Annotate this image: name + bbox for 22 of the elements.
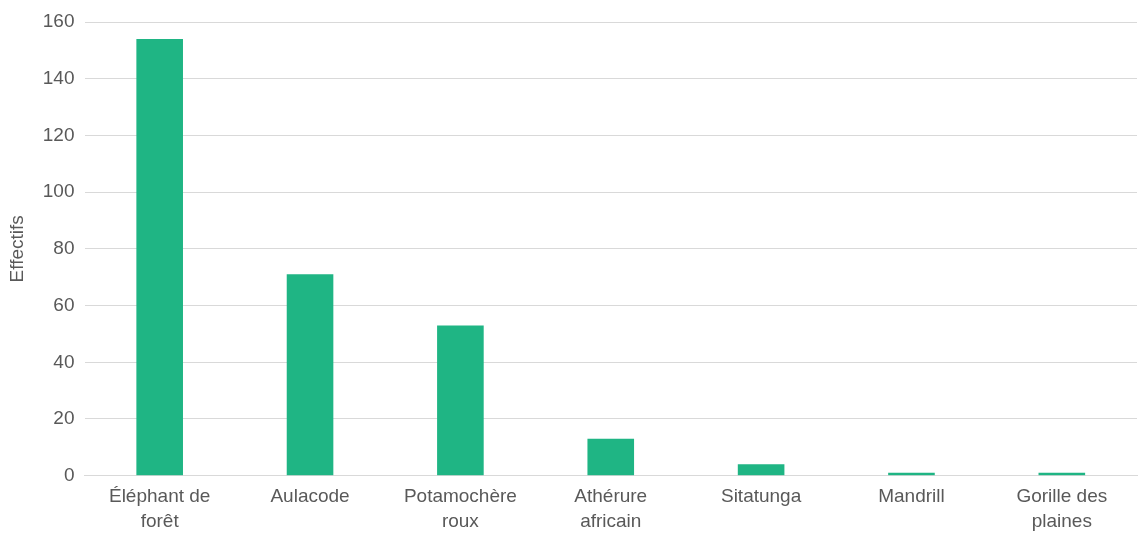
x-tick-label: Mandrill [878,484,945,506]
y-tick-label: 160 [42,10,75,32]
y-tick-label: 100 [42,180,75,202]
y-tick-label: 0 [63,463,75,485]
x-tick-label: Athérure africain [574,484,648,532]
bar [437,325,484,476]
x-tick-label: Potamochère roux [403,484,517,532]
bar [136,39,183,476]
x-tick-label: Éléphant de forêt [108,484,211,532]
y-tick-label: 80 [53,237,75,259]
bar [737,464,785,476]
y-tick-label: 20 [53,407,75,429]
y-tick-label: 40 [53,350,75,372]
y-tick-label: 140 [42,66,75,88]
x-tick-label: Gorille des plaines [1016,484,1108,532]
y-axis-title: Effectifs [5,215,27,283]
bar [587,438,635,476]
y-tick-label: 60 [53,293,75,315]
bar [286,274,334,476]
x-tick-label: Sitatunga [720,484,802,506]
x-tick-label: Aulacode [270,484,350,506]
y-tick-label: 120 [42,123,75,145]
